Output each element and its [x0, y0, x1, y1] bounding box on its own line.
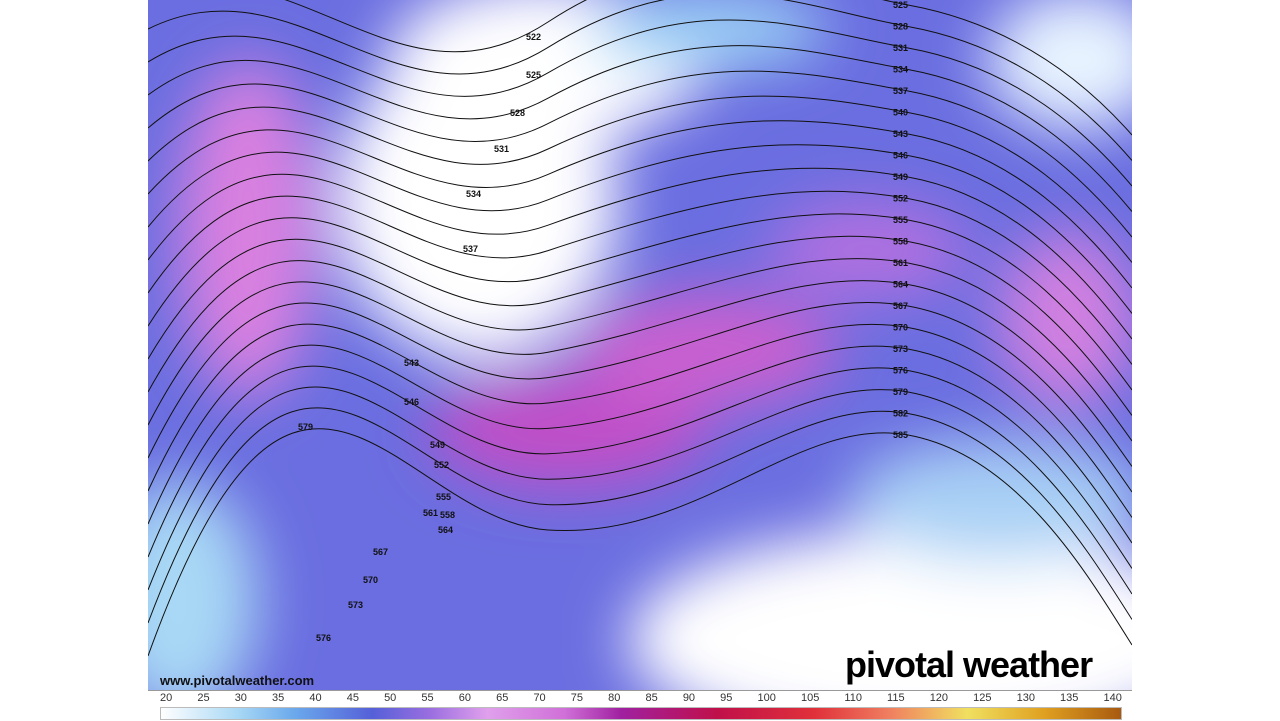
contour-line	[148, 70, 1132, 238]
colorbar-tick: 135	[1060, 692, 1079, 704]
contour-label: 531	[494, 144, 509, 154]
contour-label: 576	[316, 633, 331, 643]
contour-label: 585	[893, 430, 908, 440]
colorbar-tick: 125	[973, 692, 992, 704]
contour-label: 576	[893, 366, 908, 376]
contour-line	[148, 213, 1132, 391]
colorbar-tick: 20	[160, 692, 173, 704]
colorbar-tick: 120	[929, 692, 949, 704]
colorbar-tick: 65	[496, 692, 509, 704]
brand-logo: pivotal weather	[845, 644, 1093, 685]
contour-line	[148, 167, 1132, 340]
contour-label: 528	[893, 22, 908, 32]
colorbar-tick: 75	[570, 692, 584, 704]
contour-label: 564	[893, 280, 908, 290]
contour-label: 570	[363, 575, 378, 585]
contour-line	[148, 19, 1132, 187]
contour-label: 540	[893, 108, 908, 118]
contour-line	[284, 0, 1132, 136]
contour-line	[148, 257, 1132, 442]
contour-label: 570	[893, 323, 908, 333]
contour-label: 573	[893, 344, 908, 354]
contour-label: 555	[436, 492, 451, 502]
contour-line	[148, 407, 1132, 624]
colorbar: 20 25 30 35 40 45 50 55 60 65 70 75 80 85 90 95 100 105 11…	[148, 690, 1132, 721]
colorbar-tick: 30	[234, 692, 247, 704]
colorbar-tick: 55	[421, 692, 434, 704]
contour-line	[148, 95, 1132, 263]
colorbar-tick: 45	[346, 692, 359, 704]
contour-label: 531	[893, 43, 908, 53]
contour-label: 579	[893, 387, 908, 397]
contour-line	[148, 365, 1132, 569]
height-contours	[148, 0, 1132, 657]
contour-label: 528	[510, 108, 525, 118]
contour-line	[148, 302, 1132, 493]
contour-label: 546	[893, 151, 908, 161]
contour-line	[148, 280, 1132, 467]
contour-label: 558	[893, 237, 908, 247]
colorbar-tick: 40	[309, 692, 322, 704]
contour-label: 525	[893, 0, 908, 10]
contour-labels: 5255285315345375405435465495525555585615…	[298, 0, 908, 643]
contour-label: 573	[348, 600, 363, 610]
contour-line	[148, 235, 1132, 416]
colorbar-tick: 50	[384, 692, 397, 704]
contour-label: 549	[893, 172, 908, 182]
contour-line	[148, 0, 1132, 161]
contour-line	[148, 323, 1132, 518]
colorbar-tick: 70	[533, 692, 546, 704]
colorbar-tick: 25	[197, 692, 210, 704]
colorbar-tick: 115	[887, 692, 905, 704]
site-url: www.pivotalweather.com	[160, 673, 315, 688]
contour-label: 555	[893, 215, 908, 225]
colorbar-tick: 90	[682, 692, 696, 704]
contour-label: 525	[526, 70, 541, 80]
contour-label: 537	[893, 86, 908, 96]
contour-label: 567	[373, 547, 388, 557]
contour-label: 564	[438, 525, 453, 535]
contour-label: 561	[423, 508, 438, 518]
contour-label: 561	[893, 258, 908, 268]
colorbar-tick: 95	[720, 692, 733, 704]
colorbar-gradient	[160, 707, 1122, 720]
contour-label: 552	[893, 194, 908, 204]
contour-line	[148, 386, 1132, 595]
contour-label: 534	[466, 189, 481, 199]
contour-label: 549	[430, 440, 445, 450]
contour-label: 552	[434, 460, 449, 470]
contour-line	[148, 120, 1132, 289]
contour-line	[148, 428, 1132, 657]
contour-label: 543	[893, 129, 908, 139]
contour-line	[148, 190, 1132, 365]
contour-label: 558	[440, 510, 455, 520]
colorbar-tick: 110	[844, 692, 862, 704]
contour-line	[148, 344, 1132, 544]
contour-label: 522	[526, 32, 541, 42]
colorbar-tick: 100	[757, 692, 776, 704]
colorbar-tick: 35	[272, 692, 285, 704]
contour-label: 534	[893, 65, 908, 75]
contour-label: 543	[404, 358, 419, 368]
contour-label: 582	[893, 409, 908, 419]
colorbar-ticks: 20 25 30 35 40 45 50 55 60 65 70 75 80 85 90 95 100 105 11…	[160, 692, 1122, 704]
contour-label: 579	[298, 422, 313, 432]
colorbar-tick: 85	[645, 692, 658, 704]
colorbar-tick: 140	[1103, 692, 1122, 704]
contour-line	[148, 144, 1132, 314]
contour-line	[148, 45, 1132, 212]
colorbar-tick: 60	[458, 692, 471, 704]
contour-label: 567	[893, 301, 908, 311]
contour-label: 537	[463, 244, 478, 254]
wind-shading	[148, 0, 1132, 690]
colorbar-tick: 80	[608, 692, 621, 704]
colorbar-tick: 130	[1016, 692, 1035, 704]
contour-label: 546	[404, 397, 419, 407]
colorbar-tick: 105	[800, 692, 820, 704]
weather-map: 5255285315345375405435465495525555585615…	[148, 0, 1132, 690]
